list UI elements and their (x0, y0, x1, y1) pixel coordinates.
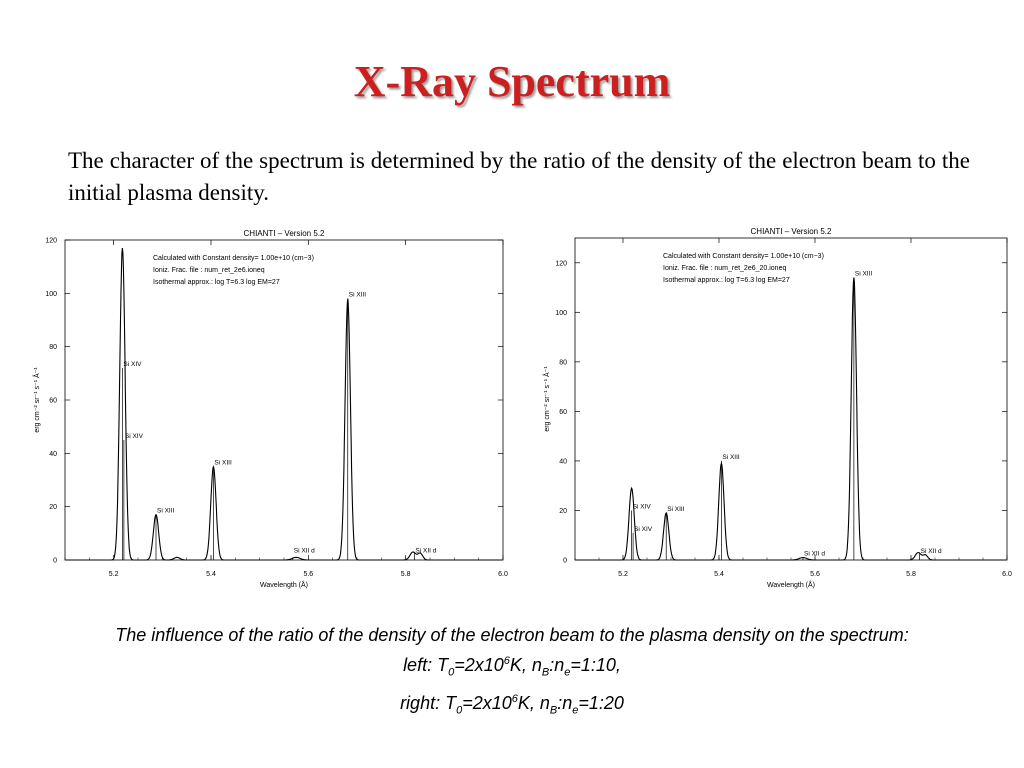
chart-1-title: CHIANTI – Version 5.2 (751, 227, 832, 236)
chart-0-ylabel: erg cm⁻² sr⁻¹ s⁻¹ Å⁻¹ (32, 367, 41, 433)
chart-0-info-line-0: Calculated with Constant density= 1.00e+… (153, 255, 314, 262)
intro-text: The character of the spectrum is determi… (68, 148, 970, 205)
chart-0-ytick-label-2: 40 (49, 451, 57, 458)
chart-1-ytick-label-4: 80 (559, 359, 567, 366)
chart-1-info-line-1: Ioniz. Frac. file : num_ret_2e6_20.ioneq (663, 265, 786, 272)
spectrum-chart-left: CHIANTI – Version 5.2 5.2 5.4 5.6 5.8 6.0 0 20 4… (32, 229, 508, 589)
chart-1-info-line-0: Calculated with Constant density= 1.00e+… (663, 253, 824, 260)
chart-1-line-label-6: Si XII d (921, 548, 942, 555)
chart-0-line-label-3: Si XIII (214, 460, 232, 467)
chart-1-line-label-1: Si XIV (634, 526, 653, 533)
chart-1-xtick-label-1: 5.4 (714, 571, 724, 578)
chart-0-xlabel: Wavelength (Å) (260, 580, 308, 589)
chart-1-line-label-3: Si XIII (722, 454, 740, 461)
chart-1-line-label-5: Si XIII (855, 271, 873, 278)
caption-line-3: right: T0=2x106K, nB:ne=1:20 (400, 692, 624, 717)
chart-0-info-line-1: Ioniz. Frac. file : num_ret_2e6.ioneq (153, 267, 265, 274)
chart-0-info-line-2: Isothermal approx.: log T=6.3 log EM=27 (153, 279, 280, 286)
chart-0-xtick-label-3: 5.8 (401, 571, 411, 578)
chart-1-ytick-label-6: 120 (555, 260, 567, 267)
chart-1-ytick-label-5: 100 (555, 310, 567, 317)
chart-1-xtick-label-4: 6.0 (1002, 571, 1012, 578)
chart-1-ytick-label-1: 20 (559, 508, 567, 515)
chart-0-ytick-label-0: 0 (53, 558, 57, 565)
chart-0-line-label-1: Si XIV (125, 433, 144, 440)
caption-line-2: left: T0=2x106K, nB:ne=1:10, (403, 655, 621, 679)
chart-1-ylabel: erg cm⁻² sr⁻¹ s⁻¹ Å⁻¹ (542, 366, 551, 432)
chart-0-ytick-label-3: 60 (49, 398, 57, 405)
chart-1-line-label-0: Si XIV (633, 503, 652, 510)
chart-0-xtick-label-4: 6.0 (498, 571, 508, 578)
caption-line-1: The influence of the ratio of the densit… (115, 625, 909, 645)
chart-1-spectrum-line (576, 277, 1006, 561)
chart-1-line-label-4: Si XII d (804, 551, 825, 558)
chart-1-plot-frame (574, 237, 1008, 561)
spectrum-chart-right: CHIANTI – Version 5.2 5.2 5.4 5.6 5.8 6.0 0 20 4… (542, 227, 1012, 589)
chart-0-title: CHIANTI – Version 5.2 (244, 229, 325, 238)
chart-0-ytick-label-4: 80 (49, 344, 57, 351)
chart-0-spectrum-line (66, 247, 502, 561)
chart-1-info-line-2: Isothermal approx.: log T=6.3 log EM=27 (663, 277, 790, 284)
chart-1-xtick-label-2: 5.6 (810, 571, 820, 578)
chart-0-line-label-4: Si XII d (294, 548, 315, 555)
chart-1-xtick-label-3: 5.8 (906, 571, 916, 578)
chart-0-plot-frame (64, 239, 504, 561)
chart-0-ytick-label-6: 120 (45, 238, 57, 245)
chart-1-xlabel: Wavelength (Å) (767, 580, 815, 589)
chart-1-ytick-label-3: 60 (559, 409, 567, 416)
chart-1-ytick-label-0: 0 (563, 558, 567, 565)
chart-0-xtick-label-1: 5.4 (206, 571, 216, 578)
chart-1-ytick-label-2: 40 (559, 458, 567, 465)
chart-0-line-label-5: Si XIII (349, 292, 367, 299)
chart-0-xtick-label-0: 5.2 (109, 571, 119, 578)
slide-title: X-Ray Spectrum (353, 57, 671, 106)
chart-1-xtick-label-0: 5.2 (618, 571, 628, 578)
chart-0-line-label-0: Si XIV (123, 361, 142, 368)
chart-0-ytick-label-5: 100 (45, 291, 57, 298)
figure-caption: The influence of the ratio of the densit… (0, 622, 1024, 723)
chart-1-line-label-2: Si XIII (667, 506, 685, 513)
chart-0-line-label-2: Si XIII (157, 508, 175, 515)
chart-0-line-label-6: Si XII d (415, 548, 436, 555)
chart-0-xtick-label-2: 5.6 (303, 571, 313, 578)
chart-0-ytick-label-1: 20 (49, 504, 57, 511)
